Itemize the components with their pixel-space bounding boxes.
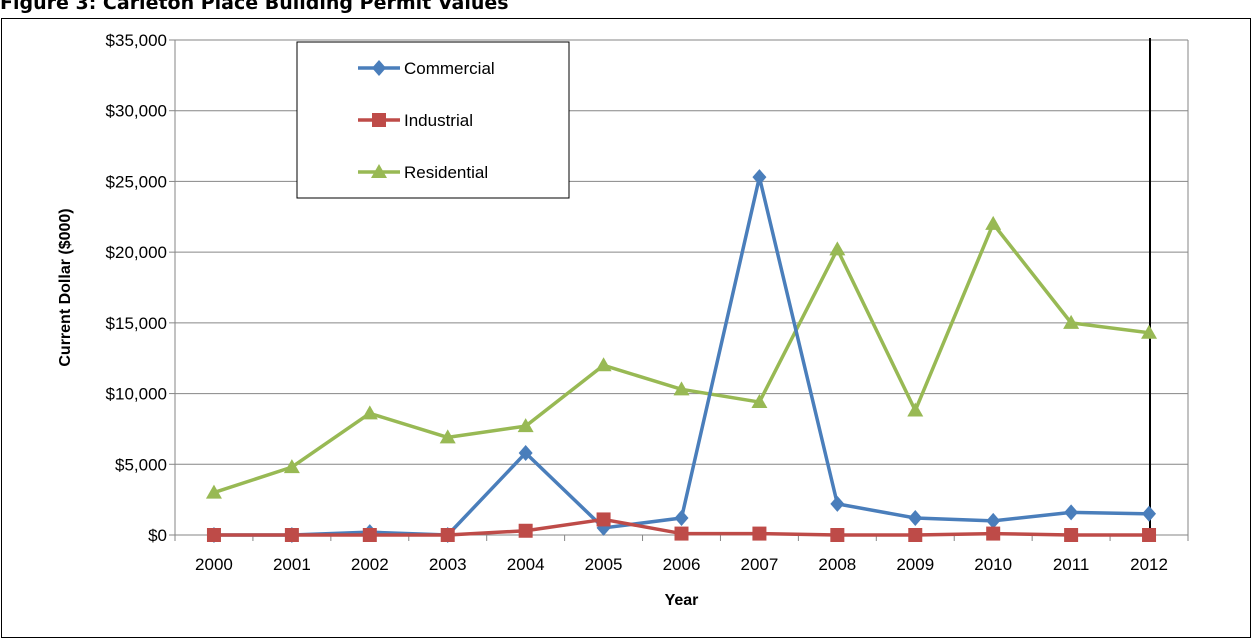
x-tick-label: 2001 <box>273 555 311 574</box>
series-line <box>213 175 1150 537</box>
data-point <box>284 528 299 542</box>
data-point <box>829 241 846 256</box>
x-tick-label: 2002 <box>351 555 389 574</box>
legend-label: Industrial <box>404 111 473 130</box>
data-point <box>361 405 378 420</box>
data-point <box>205 484 222 499</box>
legend: Commercial Industrial Residential <box>296 41 570 199</box>
data-point <box>986 526 1001 541</box>
data-point <box>673 381 690 396</box>
x-tick-label: 2004 <box>507 555 545 574</box>
data-point <box>986 512 1001 529</box>
data-point <box>830 528 845 542</box>
series-line <box>213 222 1150 495</box>
data-point <box>517 418 534 433</box>
x-tick-label: 2005 <box>585 555 623 574</box>
data-point <box>440 528 455 542</box>
data-point <box>206 528 221 542</box>
data-point <box>1141 324 1158 339</box>
y-tick-label: $10,000 <box>106 385 167 404</box>
x-tick-label: 2010 <box>974 555 1012 574</box>
data-point <box>752 169 767 186</box>
y-axis-title: Current Dollar ($000) <box>57 208 74 366</box>
data-point <box>985 215 1002 230</box>
x-tick-label: 2012 <box>1130 555 1168 574</box>
y-tick-label: $30,000 <box>106 102 167 121</box>
data-point <box>1064 528 1079 542</box>
legend-label: Residential <box>404 163 488 182</box>
data-point <box>830 495 845 512</box>
x-tick-labels: 2000 2001 2002 2003 2004 2005 2006 2007 2008 2009… <box>195 555 1168 574</box>
data-point <box>752 526 767 541</box>
legend-marker <box>372 60 386 76</box>
y-tick-label: $25,000 <box>106 172 167 191</box>
x-tick-label: 2008 <box>818 555 856 574</box>
y-tick-label: $5,000 <box>115 455 167 474</box>
x-axis-title: Year <box>665 592 699 609</box>
data-point <box>595 357 612 372</box>
series-commercial <box>206 169 1157 543</box>
y-tick-label: $15,000 <box>106 314 167 333</box>
y-tick-label: $20,000 <box>106 243 167 262</box>
data-point <box>907 402 924 417</box>
legend-label: Commercial <box>404 59 495 78</box>
series-group <box>205 169 1158 543</box>
x-tick-label: 2007 <box>741 555 779 574</box>
data-point <box>908 510 923 527</box>
data-point <box>518 523 533 538</box>
x-tick-label: 2003 <box>429 555 467 574</box>
y-tick-label: $0 <box>148 526 167 545</box>
figure-title: Figure 3: Carleton Place Building Permit… <box>0 0 509 14</box>
data-point <box>1064 504 1079 521</box>
data-point <box>362 528 377 542</box>
series-residential <box>205 215 1158 499</box>
x-tick-label: 2006 <box>663 555 701 574</box>
x-tick-label: 2000 <box>195 555 233 574</box>
data-point <box>1142 505 1157 522</box>
data-point <box>518 444 533 461</box>
data-point <box>1063 314 1080 329</box>
legend-marker <box>371 164 387 178</box>
series-industrial <box>206 512 1157 542</box>
data-point <box>674 510 689 527</box>
legend-marker <box>372 113 386 127</box>
legend-box <box>296 41 570 199</box>
x-tick-label: 2009 <box>896 555 934 574</box>
y-tick-label: $35,000 <box>106 31 167 50</box>
data-point <box>283 459 300 474</box>
data-point <box>439 429 456 444</box>
x-tick-label: 2011 <box>1053 555 1090 574</box>
y-tick-labels: $0 $5,000 $10,000 $15,000 $20,000 $25,000 $30,… <box>106 31 167 545</box>
data-point <box>1142 528 1157 542</box>
data-point <box>908 528 923 542</box>
data-point <box>674 526 689 541</box>
data-point <box>596 512 611 527</box>
data-point <box>751 394 768 409</box>
